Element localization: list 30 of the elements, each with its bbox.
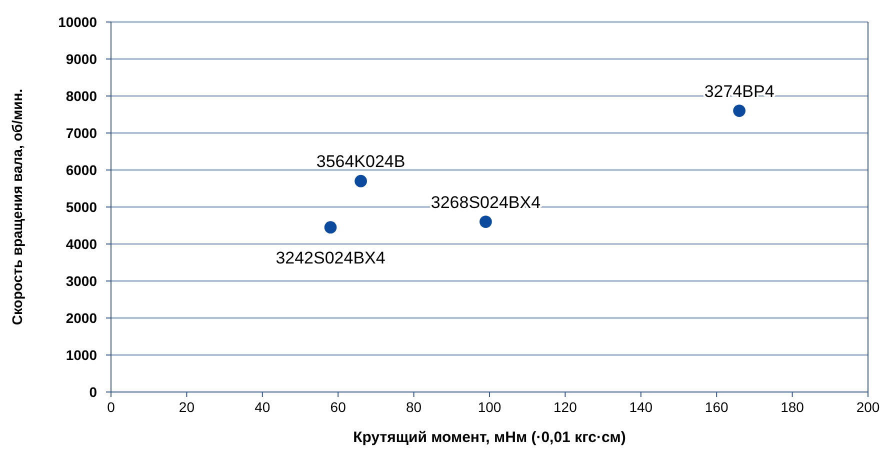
x-tick-label: 100 — [478, 399, 502, 415]
y-tick-label: 6000 — [66, 162, 98, 178]
point — [354, 174, 367, 188]
x-tick-label: 120 — [554, 399, 578, 415]
point — [733, 104, 746, 117]
y-tick-label: 5000 — [66, 199, 98, 215]
y-tick-label: 8000 — [66, 88, 98, 104]
y-tick-label: 9000 — [66, 51, 98, 67]
x-tick-label: 180 — [780, 399, 804, 415]
y-tick-label: 7000 — [66, 125, 98, 141]
x-axis-title: Крутящий момент, мНм (·0,01 кгс·см) — [353, 429, 626, 446]
point — [480, 216, 492, 228]
x-tick-label: 40 — [254, 399, 270, 415]
x-tick-label: 0 — [107, 399, 116, 415]
y-tick-label: 1000 — [66, 347, 98, 363]
y-axis-title: Скорость вращения вала, об/мин. — [9, 88, 25, 326]
x-tick-label: 20 — [178, 399, 195, 415]
x-tick-label: 160 — [704, 399, 728, 415]
annotation: 3242S024BX4 — [276, 248, 386, 268]
y-tick-label: 3000 — [66, 273, 98, 289]
x-tick-label: 140 — [629, 399, 653, 415]
x-tick-label: 200 — [856, 399, 880, 415]
x-tick-label: 60 — [330, 399, 346, 415]
y-tick-label: 2000 — [66, 310, 98, 326]
annotation: 3564K024B — [316, 152, 406, 172]
x-tick-label: 80 — [406, 399, 422, 415]
y-tick-label: 10000 — [58, 14, 98, 30]
y-tick-label: 4000 — [66, 236, 98, 252]
y-tick-label: 0 — [89, 384, 98, 400]
point — [324, 221, 337, 234]
